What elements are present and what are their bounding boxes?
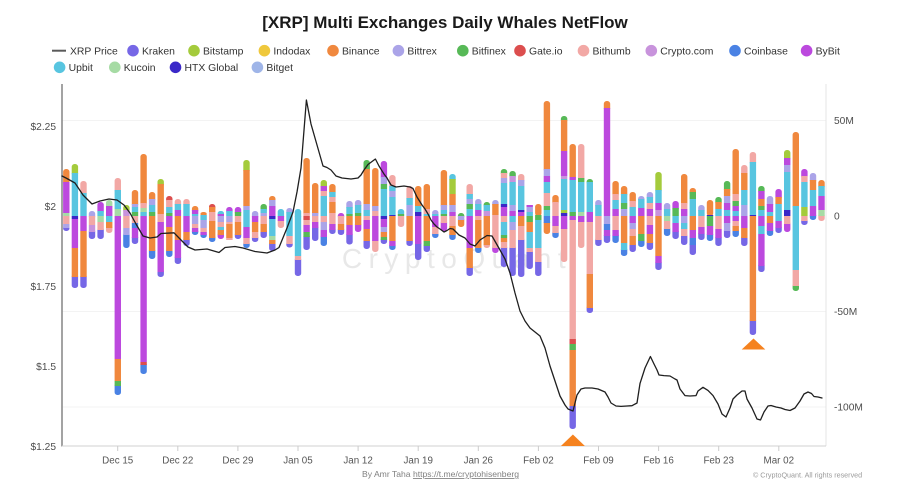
svg-text:Upbit: Upbit xyxy=(69,63,93,74)
svg-text:XRP Price: XRP Price xyxy=(70,46,118,57)
svg-text:0: 0 xyxy=(834,212,840,223)
svg-text:Bittrex: Bittrex xyxy=(407,46,437,57)
svg-text:Coinbase: Coinbase xyxy=(744,46,788,57)
svg-text:Dec 29: Dec 29 xyxy=(222,456,253,467)
svg-text:Feb 02: Feb 02 xyxy=(523,456,554,467)
svg-text:Jan 05: Jan 05 xyxy=(283,456,313,467)
svg-text:50M: 50M xyxy=(834,116,854,127)
svg-text:Kraken: Kraken xyxy=(142,46,175,57)
svg-text:$1.25: $1.25 xyxy=(31,442,57,453)
svg-text:Kucoin: Kucoin xyxy=(124,63,156,74)
svg-text:$1.5: $1.5 xyxy=(36,362,56,373)
svg-text:ByBit: ByBit xyxy=(816,46,840,57)
svg-text:Jan 12: Jan 12 xyxy=(343,456,372,467)
svg-text:Gate.io: Gate.io xyxy=(529,46,563,57)
svg-text:HTX Global: HTX Global xyxy=(185,63,239,74)
svg-text:Binance: Binance xyxy=(342,46,380,57)
svg-text:$2.25: $2.25 xyxy=(31,122,57,133)
svg-text:Bitfinex: Bitfinex xyxy=(472,46,507,57)
svg-text:$2: $2 xyxy=(45,202,57,213)
svg-text:© CryptoQuant. All rights rese: © CryptoQuant. All rights reserved xyxy=(753,471,862,480)
svg-text:By Amr Taha https://t.me/crypt: By Amr Taha https://t.me/cryptohisenberg xyxy=(362,469,519,479)
svg-text:[XRP] Multi Exchanges Daily Wh: [XRP] Multi Exchanges Daily Whales NetFl… xyxy=(262,13,628,32)
svg-text:Feb 23: Feb 23 xyxy=(703,456,734,467)
svg-text:Dec 15: Dec 15 xyxy=(102,456,134,467)
svg-text:Bithumb: Bithumb xyxy=(593,46,631,57)
svg-text:Feb 16: Feb 16 xyxy=(643,456,674,467)
svg-text:Indodax: Indodax xyxy=(273,46,311,57)
svg-text:-50M: -50M xyxy=(834,307,857,318)
svg-text:Jan 26: Jan 26 xyxy=(464,456,494,467)
svg-text:Crypto.com: Crypto.com xyxy=(660,46,713,57)
svg-text:Feb 09: Feb 09 xyxy=(583,456,614,467)
svg-text:Jan 19: Jan 19 xyxy=(403,456,432,467)
svg-text:Bitget: Bitget xyxy=(266,63,293,74)
svg-text:Bitstamp: Bitstamp xyxy=(203,46,244,57)
svg-text:Dec 22: Dec 22 xyxy=(162,456,193,467)
svg-text:-100M: -100M xyxy=(834,403,863,414)
svg-text:$1.75: $1.75 xyxy=(31,282,57,293)
svg-text:Mar 02: Mar 02 xyxy=(764,456,795,467)
